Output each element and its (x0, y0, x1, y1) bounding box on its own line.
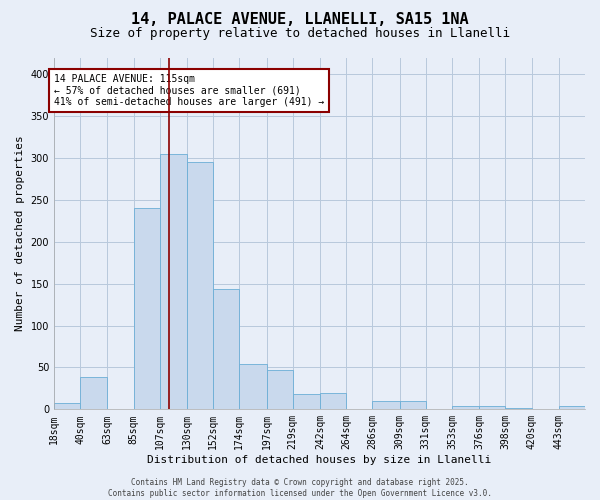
Text: Contains HM Land Registry data © Crown copyright and database right 2025.
Contai: Contains HM Land Registry data © Crown c… (108, 478, 492, 498)
Text: Size of property relative to detached houses in Llanelli: Size of property relative to detached ho… (90, 28, 510, 40)
Bar (400, 401, 426, 409)
Bar (187, 162, 213, 410)
X-axis label: Distribution of detached houses by size in Llanelli: Distribution of detached houses by size … (148, 455, 491, 465)
Y-axis label: Number of detached properties: Number of detached properties (15, 136, 25, 332)
Bar (320, 394, 346, 409)
Text: 14 PALACE AVENUE: 115sqm
← 57% of detached houses are smaller (691)
41% of semi-: 14 PALACE AVENUE: 115sqm ← 57% of detach… (54, 74, 324, 108)
Bar (559, 406, 585, 409)
Bar (213, 288, 239, 410)
Bar (54, 404, 80, 409)
Bar (505, 408, 532, 410)
Bar (80, 376, 107, 410)
Bar (479, 406, 505, 409)
Bar (452, 406, 479, 409)
Bar (373, 401, 400, 409)
Bar (293, 394, 320, 409)
Bar (134, 208, 160, 410)
Bar (239, 364, 266, 410)
Bar (160, 154, 187, 409)
Text: 14, PALACE AVENUE, LLANELLI, SA15 1NA: 14, PALACE AVENUE, LLANELLI, SA15 1NA (131, 12, 469, 28)
Bar (266, 370, 293, 410)
